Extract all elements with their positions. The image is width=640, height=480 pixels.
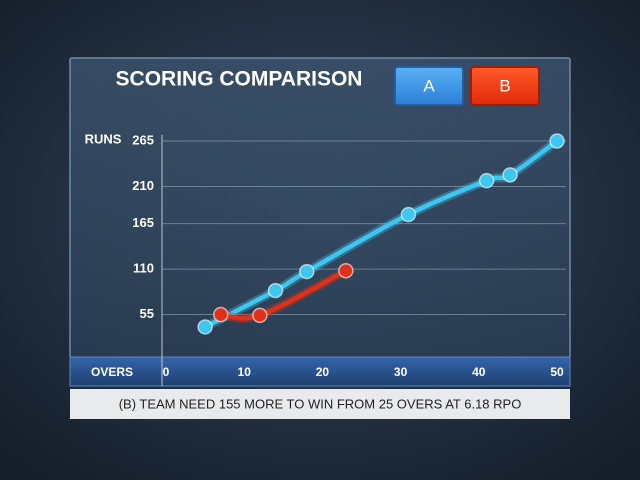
x-tick-label: 40 — [472, 365, 486, 379]
data-point — [299, 263, 315, 280]
x-tick-label: 10 — [238, 365, 252, 379]
x-axis-band — [69, 356, 571, 387]
x-tick-label: 50 — [550, 365, 564, 379]
y-tick-label: 210 — [132, 178, 154, 193]
data-point — [267, 282, 284, 299]
x-tick-label: 0 — [163, 365, 170, 379]
data-point — [400, 206, 417, 223]
y-tick-label: 165 — [132, 215, 154, 230]
x-tick-label: 20 — [316, 365, 330, 379]
data-point — [502, 167, 518, 183]
data-point — [338, 262, 354, 279]
data-point — [197, 319, 213, 335]
legend-label[interactable]: A — [423, 76, 435, 95]
y-tick-label: 265 — [132, 132, 154, 147]
data-point — [252, 307, 268, 324]
data-point — [212, 306, 229, 323]
footer-text: (B) TEAM NEED 155 MORE TO WIN FROM 25 OV… — [119, 396, 522, 411]
y-tick-label: 110 — [133, 261, 154, 276]
y-axis-label: RUNS — [85, 131, 122, 146]
x-axis-label: OVERS — [91, 365, 133, 379]
footer-bar — [70, 389, 570, 419]
legend-label[interactable]: B — [499, 76, 510, 95]
legend-button[interactable] — [470, 66, 540, 106]
legend-button[interactable] — [394, 66, 464, 106]
data-point — [549, 133, 565, 149]
chart-title: SCORING COMPARISON — [116, 68, 363, 91]
y-tick-label: 55 — [140, 306, 154, 321]
x-tick-label: 30 — [394, 365, 408, 379]
data-point — [478, 172, 495, 189]
